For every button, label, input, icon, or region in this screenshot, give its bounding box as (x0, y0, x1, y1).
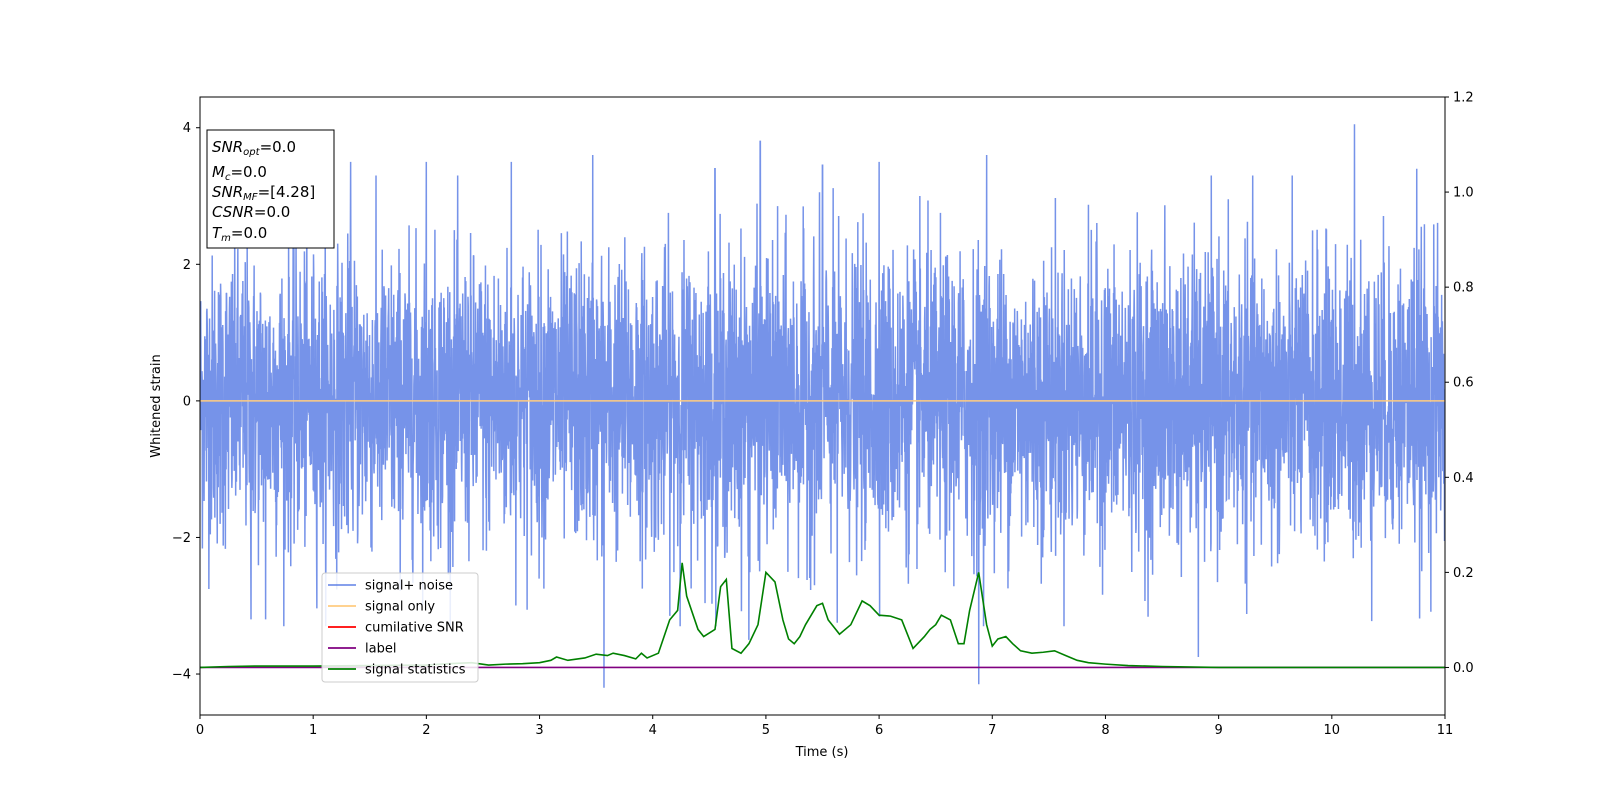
plot-frame (199, 96, 1446, 716)
y2-tick-label: 0.4 (1453, 471, 1474, 486)
x-tick-label: 4 (649, 723, 657, 738)
y2-tick-label: 0.8 (1453, 281, 1474, 296)
legend-label: signal+ noise (365, 579, 453, 594)
legend-label: signal statistics (365, 663, 466, 678)
legend-label: signal only (365, 600, 435, 615)
y2-tick-label: 0.2 (1453, 566, 1474, 581)
legend-frame (321, 572, 479, 683)
y-tick-label: −4 (172, 668, 191, 683)
annotation-line: Mc=0.0 (212, 163, 267, 183)
annotation-line: SNRMF=[4.28] (212, 183, 315, 203)
x-tick-label: 11 (1437, 723, 1454, 738)
legend: signal+ noise signal only cumilative SNR la… (321, 572, 479, 683)
x-tick-label: 6 (875, 723, 883, 738)
y2-tick-label: 1.0 (1453, 186, 1474, 201)
axes-layer: 0 1 2 3 4 5 6 7 8 9 10 11 −4 −2 0 2 4 0.0 0.2 0.4 0.6 0.8 1.0 1… (172, 91, 1474, 739)
y2-tick-label: 0.6 (1453, 376, 1474, 391)
annotation-line: CSNR=0.0 (212, 203, 290, 221)
annotation-line: SNRopt=0.0 (212, 138, 296, 158)
legend-label: cumilative SNR (365, 621, 464, 636)
y-tick-label: 2 (183, 258, 191, 273)
x-tick-label: 8 (1101, 723, 1109, 738)
y2-tick-label: 1.2 (1453, 91, 1474, 106)
x-tick-label: 9 (1214, 723, 1222, 738)
x-tick-label: 7 (988, 723, 996, 738)
x-tick-label: 5 (762, 723, 770, 738)
y-tick-label: −2 (172, 531, 191, 546)
y-tick-label: 0 (183, 394, 191, 409)
x-tick-label: 0 (196, 723, 204, 738)
annotation-line: Tm=0.0 (212, 224, 267, 244)
y2-tick-label: 0.0 (1453, 661, 1474, 676)
annotation-frame (206, 129, 335, 249)
x-tick-label: 3 (535, 723, 543, 738)
x-tick-label: 10 (1324, 723, 1341, 738)
legend-label: label (365, 642, 396, 657)
noise-layer (200, 124, 1445, 688)
x-tick-label: 2 (422, 723, 430, 738)
series-signal-noise-line (200, 124, 1445, 688)
x-axis-label: Time (s) (795, 745, 849, 760)
series-line-signal-statistics (200, 562, 1445, 669)
y-axis-label: Whitened strain (149, 354, 164, 457)
x-tick-label: 1 (309, 723, 317, 738)
y-tick-label: 4 (183, 121, 191, 136)
